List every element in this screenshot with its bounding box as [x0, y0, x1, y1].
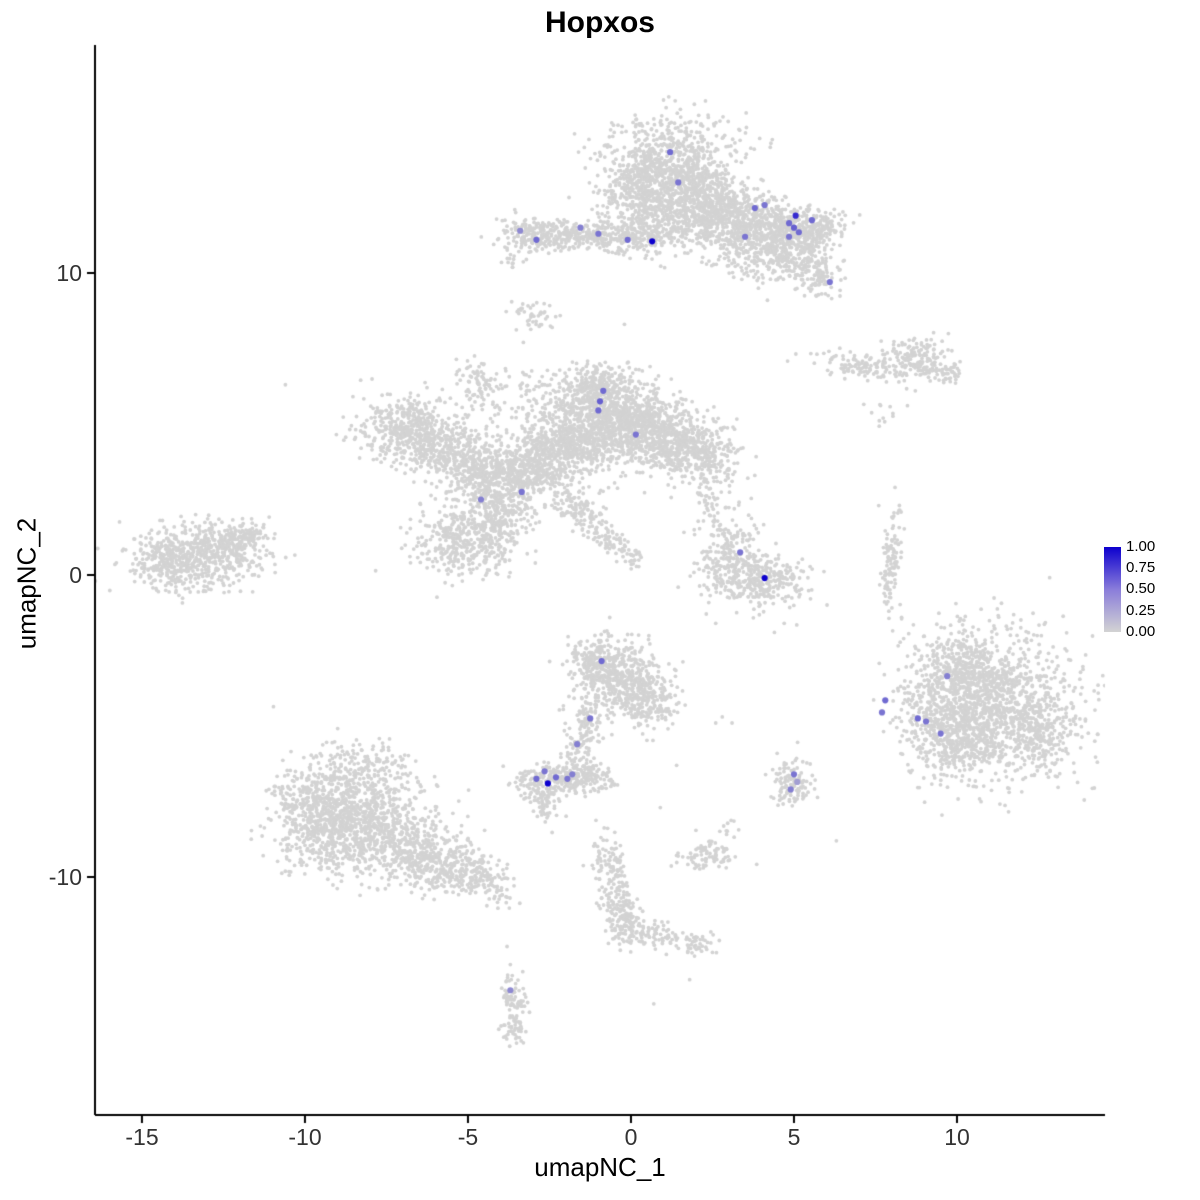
x-tick-label: 0 [624, 1124, 638, 1150]
x-axis-title: umapNC_1 [534, 1152, 666, 1182]
x-tick-label: -5 [457, 1124, 479, 1150]
y-tick-label: 10 [56, 260, 82, 286]
legend-label: 0.75 [1126, 559, 1156, 576]
legend-label: 0.50 [1126, 580, 1156, 597]
legend-label: 0.25 [1126, 602, 1156, 619]
legend-label: 0.00 [1126, 623, 1156, 640]
x-tick-label: -10 [288, 1124, 322, 1150]
y-tick-label: -10 [48, 864, 82, 890]
x-tick-label: 10 [944, 1124, 970, 1150]
y-tick-label: 0 [69, 562, 82, 588]
legend-label: 1.00 [1126, 538, 1156, 555]
chart-title: Hopxos [544, 6, 655, 39]
x-tick-label: -15 [125, 1124, 159, 1150]
x-tick-label: 5 [787, 1124, 801, 1150]
legend-gradient-bar [1104, 547, 1121, 632]
